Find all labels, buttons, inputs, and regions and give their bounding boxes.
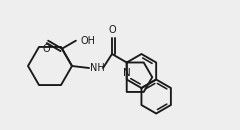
Text: NH: NH [90,63,105,73]
Text: O: O [108,25,116,35]
Text: O: O [42,44,50,54]
Text: N: N [123,67,131,77]
Text: OH: OH [81,36,96,46]
